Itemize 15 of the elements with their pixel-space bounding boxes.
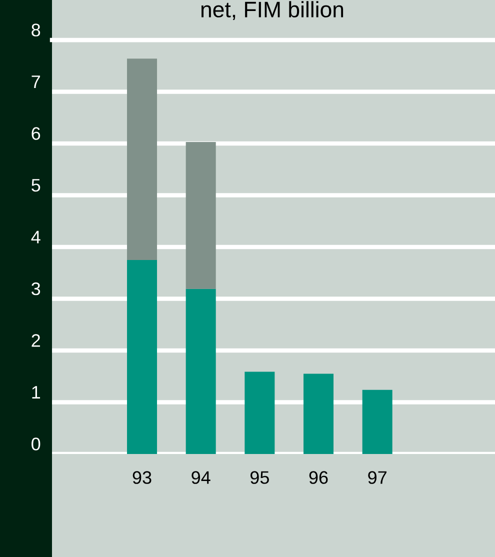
y-tick-label: 1 [32,386,40,399]
y-tick-label: 8 [32,24,40,36]
y-tick-label: 4 [31,230,40,244]
y-tick-label: 5 [32,179,40,192]
x-tick-label: 96 [309,471,328,484]
y-tick-label: 0 [32,438,40,450]
y-tick-label: 2 [32,334,40,347]
y-tick-label: 6 [32,127,40,140]
y-tick-label: 3 [32,282,40,296]
x-tick-label: 94 [192,471,210,484]
x-tick-label: 97 [368,471,386,484]
x-tick-label: 93 [132,471,152,484]
y-tick-label: 7 [32,76,40,88]
chart-title: net, FIM billion [201,1,344,20]
x-tick-label: 95 [250,471,269,484]
